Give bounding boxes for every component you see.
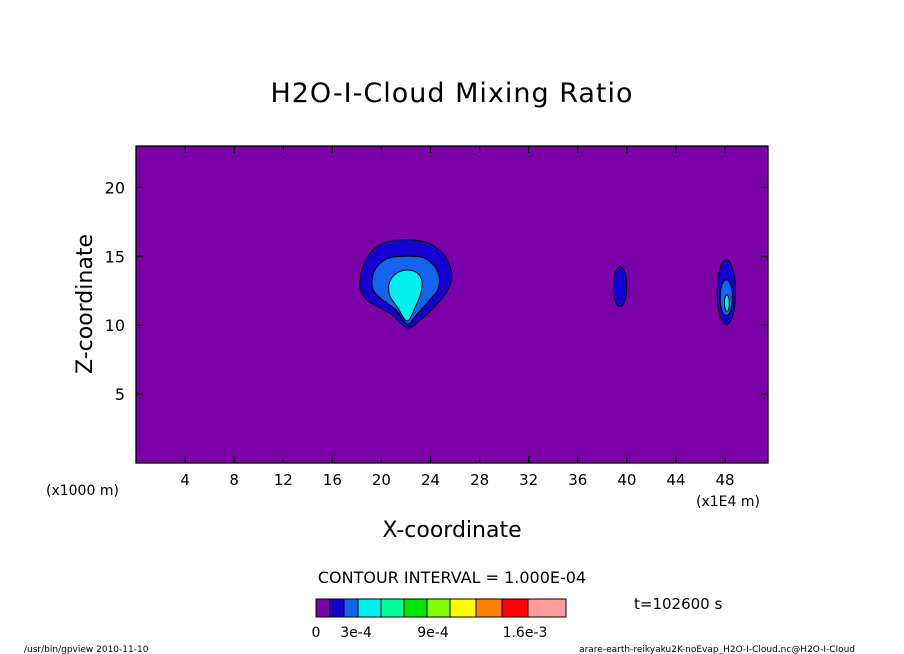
x-axis-label: X-coordinate — [382, 518, 521, 543]
colorbar-swatch — [315, 598, 331, 618]
small-cloud-x39-level-1 — [612, 266, 628, 308]
colorbar-swatch — [329, 598, 345, 618]
colorbar-swatch — [501, 598, 529, 618]
x-axis-unit-right: (x1E4 m) — [696, 494, 760, 510]
small-cloud-x48-level-3 — [723, 294, 730, 312]
time-label: t=102600 s — [634, 595, 722, 613]
x-tick-label: 36 — [568, 471, 587, 489]
x-tick-label: 40 — [617, 471, 636, 489]
y-axis-label: Z-coordinate — [73, 234, 98, 374]
colorbar-swatch — [527, 598, 567, 618]
x-tick-label: 28 — [470, 471, 489, 489]
colorbar-swatch — [380, 598, 405, 618]
x-tick-label: 48 — [716, 471, 735, 489]
x-tick-label: 16 — [323, 471, 342, 489]
plot-border — [135, 145, 769, 464]
y-tick-label: 15 — [105, 247, 125, 266]
colorbar-swatch — [426, 598, 451, 618]
main-cloud-level-3 — [388, 269, 423, 322]
colorbar-swatch — [357, 598, 382, 618]
x-tick-label: 8 — [229, 471, 239, 489]
y-tick-label: 5 — [115, 385, 125, 404]
x-tick-label: 44 — [666, 471, 685, 489]
footer-right-text: arare-earth-reikyaku2K-noEvap_H2O-I-Clou… — [579, 645, 855, 654]
colorbar-label: 9e-4 — [417, 625, 449, 641]
x-tick-label: 20 — [372, 471, 391, 489]
x-tick-label: 12 — [274, 471, 293, 489]
y-tick-label: 10 — [105, 316, 125, 335]
plot-frame — [135, 145, 769, 464]
y-axis: 5 10 15 20 — [105, 178, 768, 404]
y-tick-label: 20 — [105, 178, 125, 197]
colorbar-label: 0 — [312, 625, 321, 641]
colorbar: 0 3e-4 9e-4 1.6e-3 — [312, 598, 567, 641]
colorbar-label: 1.6e-3 — [503, 625, 548, 641]
colorbar-swatch — [475, 598, 503, 618]
colorbar-swatch — [449, 598, 477, 618]
x-tick-label: 24 — [421, 471, 440, 489]
colorbar-swatch — [343, 598, 359, 618]
colorbar-swatch — [403, 598, 428, 618]
x-tick-label: 32 — [519, 471, 538, 489]
chart-title: H2O-I-Cloud Mixing Ratio — [270, 78, 633, 109]
contour-interval-text: CONTOUR INTERVAL = 1.000E-04 — [318, 568, 586, 587]
x-axis-unit-left: (x1000 m) — [46, 483, 119, 499]
footer-left-text: /usr/bin/gpview 2010-11-10 — [24, 645, 149, 654]
field-background — [136, 146, 768, 463]
x-tick-label: 4 — [180, 471, 190, 489]
colorbar-label: 3e-4 — [340, 625, 372, 641]
plot-area — [136, 146, 768, 463]
x-axis: 4 8 12 16 20 24 28 32 36 40 44 48 — [180, 146, 735, 489]
